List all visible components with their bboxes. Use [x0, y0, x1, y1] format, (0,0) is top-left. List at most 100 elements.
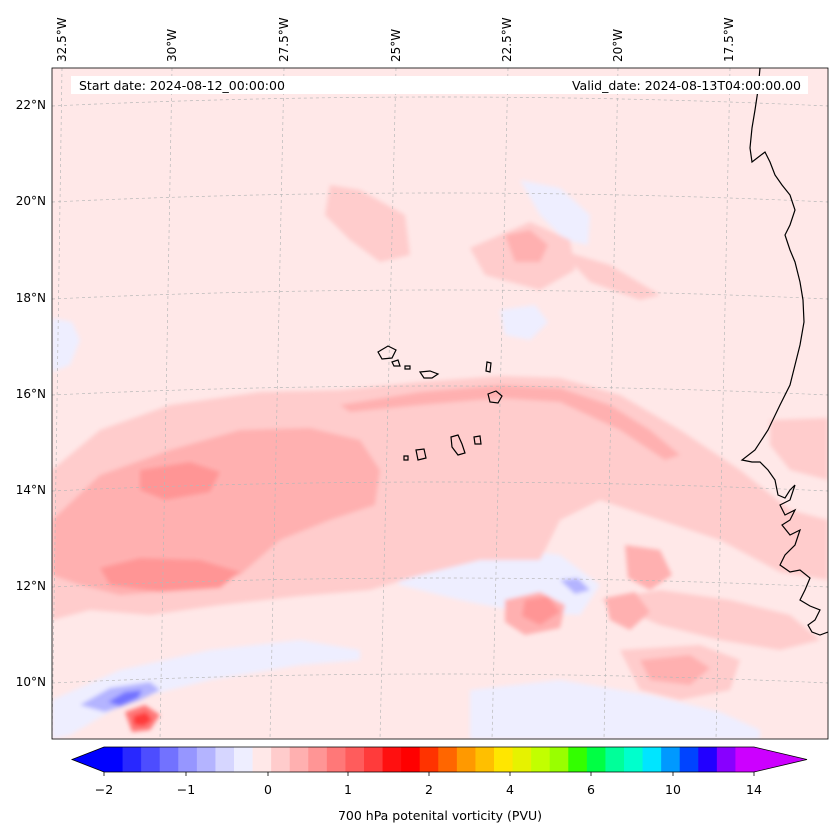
- latitude-label-10n: 10°N: [15, 675, 46, 689]
- colorbar-segment: [531, 747, 551, 772]
- negative-pv-region-north: [520, 180, 590, 245]
- island-maio: [473, 435, 482, 445]
- meridian-30w: [159, 68, 173, 739]
- negative-pv-region-central: [500, 305, 548, 340]
- colorbar-segment: [549, 747, 569, 772]
- start-date-label: Start date: 2024-08-12_00:00:00: [79, 78, 285, 93]
- colorbar-segment: [271, 747, 291, 772]
- pv-field: [52, 68, 828, 739]
- colorbar-over-extension: [754, 747, 807, 772]
- island-santo-antao: [377, 345, 397, 360]
- colorbar-segment: [215, 747, 235, 772]
- latitude-label-12n: 12°N: [15, 579, 46, 593]
- island-sao-vicente: [391, 359, 401, 367]
- latitude-label-14n: 14°N: [15, 483, 46, 497]
- positive-pv-core-east-3: [605, 592, 650, 630]
- negative-pv-core-southwest-inner: [108, 690, 142, 706]
- positive-pv-core-southeast: [640, 655, 710, 685]
- island-sao-nicolau: [418, 370, 440, 379]
- colorbar-tick-label: −1: [176, 782, 196, 797]
- island-brava: [403, 455, 409, 461]
- negative-pv-region-south-band: [52, 640, 360, 739]
- colorbar-tick-label: 10: [665, 782, 681, 797]
- colorbar-segment: [234, 747, 254, 772]
- positive-pv-core-east-2: [625, 545, 672, 590]
- longitude-label-17-5w: 17.5°W: [722, 17, 736, 62]
- parallel-10n: [52, 673, 828, 684]
- negative-pv-region-west: [52, 318, 80, 372]
- island-boa-vista: [487, 390, 503, 404]
- colorbar-segment: [475, 747, 495, 772]
- meridian-27-5w: [269, 68, 285, 739]
- positive-pv-ridge: [340, 385, 680, 460]
- colorbar-segment: [364, 747, 384, 772]
- colorbar-segment: [494, 747, 514, 772]
- longitude-label-22-5w: 22.5°W: [500, 17, 514, 62]
- colorbar-segment: [141, 747, 161, 772]
- colorbar-segment: [308, 747, 328, 772]
- colorbar-segment: [252, 747, 272, 772]
- positive-pv-max-east: [522, 596, 560, 625]
- colorbar-tick-label: 6: [587, 782, 595, 797]
- colorbar-segment: [345, 747, 365, 772]
- island-fogo: [415, 448, 427, 461]
- west-africa-coastline: [740, 68, 828, 636]
- colorbar-segment: [326, 747, 346, 772]
- parallel-12n: [52, 577, 828, 588]
- valid-date-label: Valid_date: 2024-08-13T04:00:00.00: [571, 78, 801, 93]
- meridian-17-5w: [715, 68, 731, 739]
- colorbar-segment: [512, 747, 532, 772]
- colorbar-segment: [568, 747, 588, 772]
- negative-pv-region-southeast: [470, 680, 760, 739]
- colorbar-segment: [456, 747, 476, 772]
- cape-verde-islands: [377, 345, 503, 461]
- colorbar-tick-label: 14: [746, 782, 762, 797]
- colorbar-segment: [735, 747, 755, 772]
- colorbar-segment: [642, 747, 662, 772]
- colorbar-segment: [698, 747, 718, 772]
- colorbar-segment: [196, 747, 216, 772]
- colorbar-segment: [624, 747, 644, 772]
- colorbar-segment: [661, 747, 681, 772]
- pv-contours: [52, 180, 828, 739]
- positive-pv-core-west: [52, 428, 380, 595]
- colorbar-segment: [382, 747, 402, 772]
- latitude-label-20n: 20°N: [15, 194, 46, 208]
- colorbar-segment: [122, 747, 142, 772]
- colorbar-segment: [178, 747, 198, 772]
- parallel-16n: [52, 385, 828, 396]
- meridian-25w: [379, 68, 397, 739]
- colorbar-segment: [289, 747, 309, 772]
- map-frame: [51, 67, 829, 740]
- colorbar-tick-label: 4: [506, 782, 514, 797]
- latitude-label-18n: 18°N: [15, 291, 46, 305]
- island-santa-luzia: [404, 365, 411, 370]
- island-santiago: [450, 434, 466, 456]
- colorbar-segment: [401, 747, 421, 772]
- latitude-label-16n: 16°N: [15, 387, 46, 401]
- longitude-label-27-5w: 27.5°W: [277, 17, 291, 62]
- header-band: [71, 76, 808, 94]
- positive-pv-core-north: [505, 230, 548, 262]
- graticule: [52, 68, 828, 739]
- parallel-20n: [52, 192, 828, 203]
- meridian-22-5w: [491, 68, 509, 739]
- positive-pv-region-south: [600, 590, 820, 650]
- colorbar: [70, 746, 808, 776]
- longitude-label-20w: 20°W: [611, 28, 625, 62]
- colorbar-segment: [159, 747, 179, 772]
- parallel-18n: [52, 289, 828, 300]
- colorbar-segment: [586, 747, 606, 772]
- colorbar-segment: [104, 747, 124, 772]
- colorbar-label: 700 hPa potenital vorticity (PVU): [337, 808, 543, 823]
- island-sal: [485, 361, 492, 373]
- longitude-label-25w: 25°W: [389, 28, 403, 62]
- colorbar-segment: [605, 747, 625, 772]
- longitude-label-30w: 30°W: [165, 28, 179, 62]
- positive-pv-region-north-1: [325, 185, 410, 262]
- positive-pv-peak-southwest-inner: [133, 712, 152, 726]
- colorbar-tick-label: 0: [264, 782, 272, 797]
- colorbar-segment: [438, 747, 458, 772]
- colorbar-segment: [419, 747, 439, 772]
